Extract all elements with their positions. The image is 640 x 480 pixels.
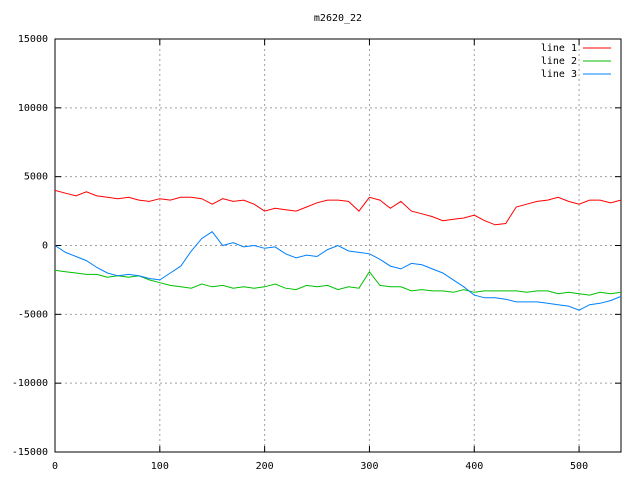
x-tick-label: 200 [256,461,274,472]
data-line [54,269,622,296]
y-tick-label: -10000 [12,378,48,389]
data-line [54,189,622,226]
x-tick-label: 0 [52,461,58,472]
x-tick-label: 100 [151,461,169,472]
x-tick-label: 500 [570,461,588,472]
legend-label: line 1 [541,43,577,54]
y-tick-label: 0 [42,241,48,252]
y-tick-label: 10000 [18,103,48,114]
data-line [54,231,622,311]
x-tick-label: 300 [360,461,378,472]
y-tick-label: -15000 [12,447,48,458]
y-tick-label: -5000 [18,309,48,320]
x-tick-label: 400 [465,461,483,472]
y-tick-label: 5000 [24,172,48,183]
legend-label: line 2 [541,56,577,67]
y-tick-label: 15000 [18,34,48,45]
legend-label: line 3 [541,69,577,80]
chart-title: m2620_22 [314,13,362,24]
